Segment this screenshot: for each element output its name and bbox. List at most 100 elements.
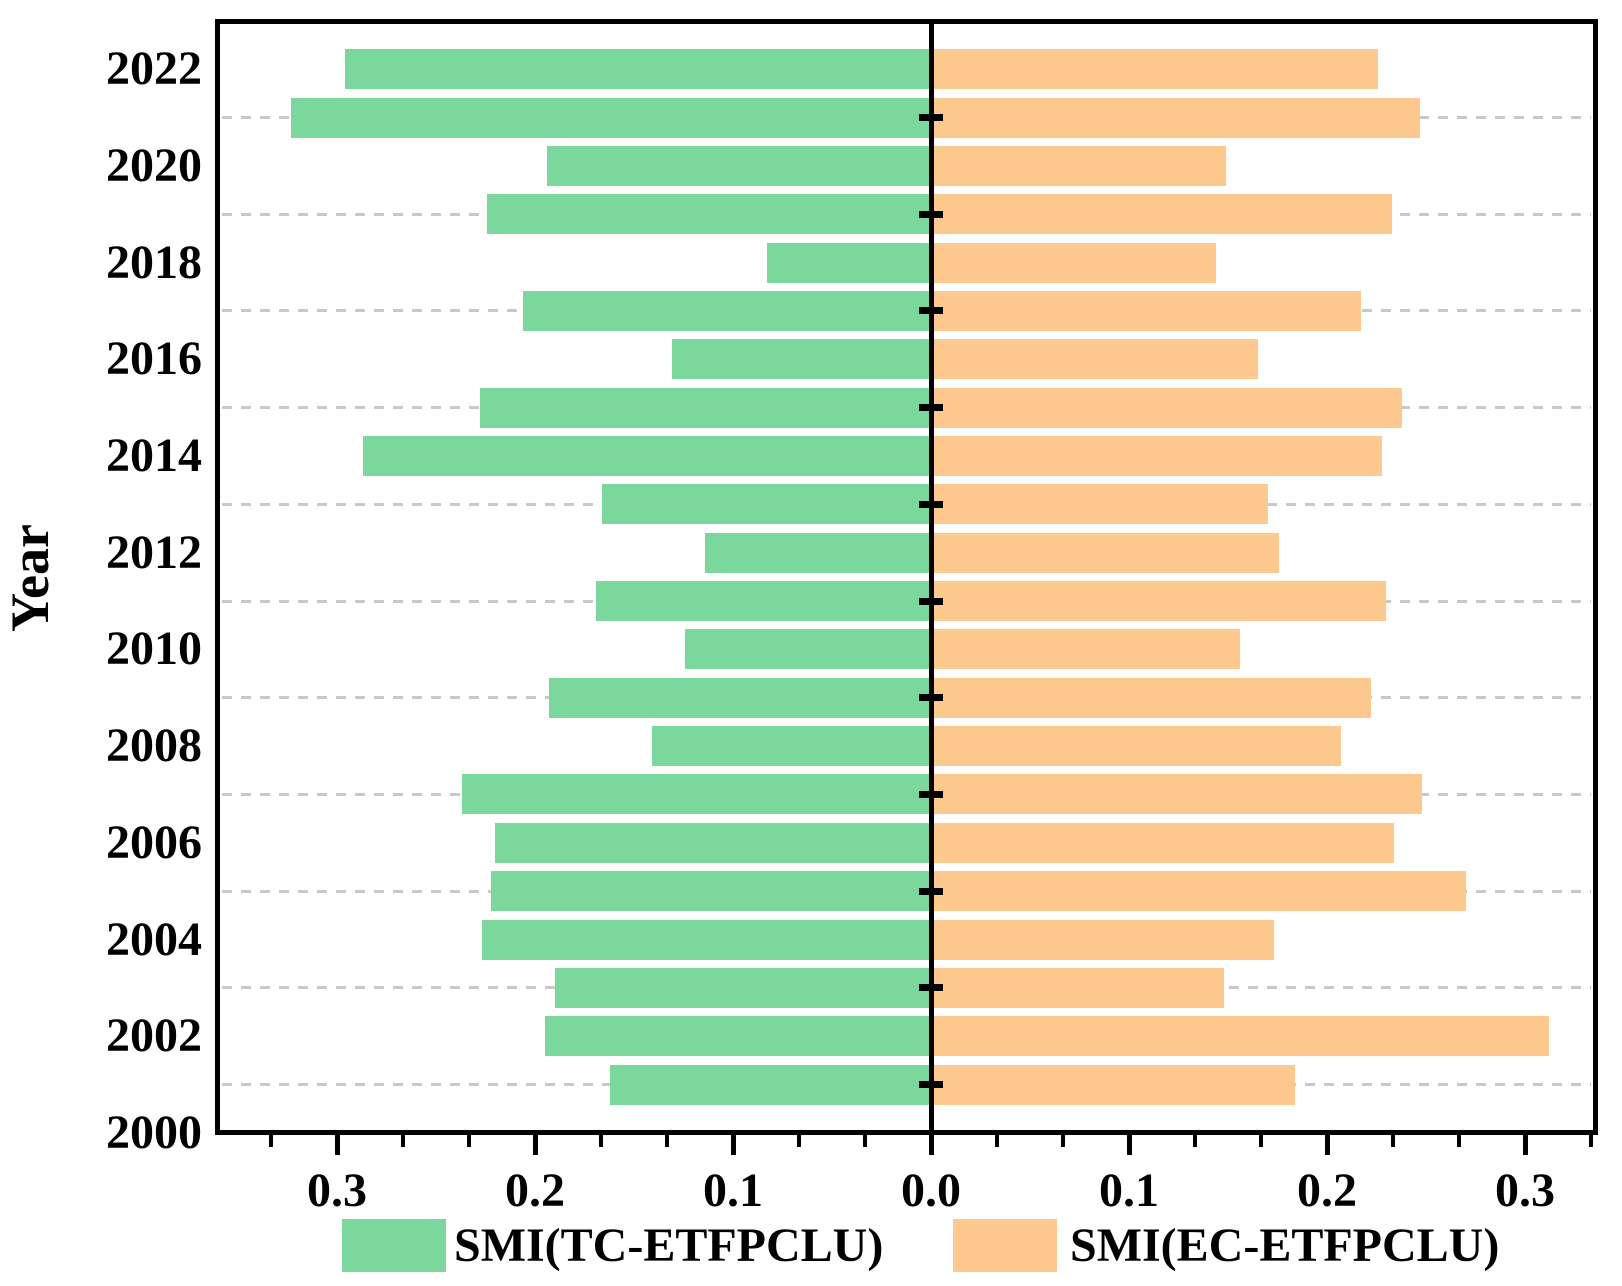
bar-smi-ec-2020 (931, 145, 1227, 186)
bar-smi-ec-2017 (931, 290, 1361, 331)
bar-smi-ec-2006 (931, 822, 1395, 863)
bar-smi-tc-2016 (671, 339, 931, 380)
x-tick-label-2: 0.1 (703, 1164, 763, 1217)
x-tick-minor (467, 1135, 471, 1147)
center-axis-tick-2007 (919, 790, 943, 798)
bar-smi-ec-2018 (931, 242, 1217, 283)
x-tick-label-1: 0.2 (505, 1164, 565, 1217)
center-axis-tick-2003 (919, 984, 943, 992)
x-tick-major (1324, 1135, 1330, 1155)
bar-smi-tc-2002 (544, 1016, 931, 1057)
x-tick-major (532, 1135, 538, 1155)
bar-smi-ec-2001 (931, 1064, 1296, 1105)
bar-smi-ec-2007 (931, 774, 1423, 815)
center-axis-tick-2021 (919, 114, 943, 122)
bar-smi-ec-2002 (931, 1016, 1549, 1057)
x-tick-major (334, 1135, 340, 1155)
x-tick-minor (1391, 1135, 1395, 1147)
x-tick-minor (269, 1135, 273, 1147)
center-axis-tick-2017 (919, 307, 943, 315)
x-tick-major (1126, 1135, 1132, 1155)
center-axis-tick-2005 (919, 887, 943, 895)
x-tick-minor (401, 1135, 405, 1147)
bar-smi-tc-2015 (479, 387, 931, 428)
legend-swatch-smi-tc (342, 1219, 446, 1272)
x-tick-label-3: 0.0 (901, 1164, 961, 1217)
x-tick-minor (1061, 1135, 1065, 1147)
x-tick-minor (1193, 1135, 1197, 1147)
x-tick-major (1522, 1135, 1528, 1155)
bar-smi-tc-2011 (596, 581, 931, 622)
x-tick-minor (665, 1135, 669, 1147)
bar-smi-tc-2013 (602, 484, 931, 525)
x-tick-label-0: 0.3 (307, 1164, 367, 1217)
legend-label-smi-ec: SMI(EC-ETFPCLU) (1070, 1219, 1500, 1272)
bar-smi-tc-2021 (291, 97, 931, 138)
bar-smi-ec-2008 (931, 726, 1341, 767)
bar-smi-tc-2009 (548, 677, 931, 718)
bar-smi-ec-2022 (931, 49, 1379, 90)
center-axis-line (928, 24, 934, 1130)
x-tick-minor (1589, 1135, 1593, 1147)
x-tick-minor (863, 1135, 867, 1147)
bar-smi-ec-2005 (931, 871, 1466, 912)
x-tick-label-4: 0.1 (1099, 1164, 1159, 1217)
bar-smi-ec-2016 (931, 339, 1258, 380)
center-axis-tick-2001 (919, 1081, 943, 1089)
y-tick-label-2010: 2010 (106, 622, 202, 676)
x-tick-minor (1259, 1135, 1263, 1147)
x-tick-minor (1457, 1135, 1461, 1147)
x-tick-label-5: 0.2 (1297, 1164, 1357, 1217)
y-tick-label-2012: 2012 (106, 525, 202, 579)
bar-smi-tc-2008 (651, 726, 931, 767)
y-tick-label-2006: 2006 (106, 815, 202, 869)
bar-smi-ec-2012 (931, 532, 1280, 573)
center-axis-tick-2019 (919, 210, 943, 218)
center-axis-tick-2009 (919, 694, 943, 702)
center-axis-tick-2013 (919, 500, 943, 508)
bar-smi-ec-2013 (931, 484, 1268, 525)
bar-smi-ec-2021 (931, 97, 1421, 138)
bar-smi-tc-2012 (705, 532, 931, 573)
center-axis-tick-2015 (919, 404, 943, 412)
x-tick-minor (599, 1135, 603, 1147)
x-tick-minor (995, 1135, 999, 1147)
x-tick-label-6: 0.3 (1495, 1164, 1555, 1217)
legend-label-smi-tc: SMI(TC-ETFPCLU) (454, 1219, 884, 1272)
bar-smi-ec-2015 (931, 387, 1403, 428)
bar-smi-ec-2009 (931, 677, 1371, 718)
bar-smi-tc-2018 (766, 242, 931, 283)
y-tick-label-2000: 2000 (106, 1105, 202, 1159)
y-tick-label-2020: 2020 (106, 138, 202, 192)
bar-smi-tc-2022 (344, 49, 931, 90)
y-tick-label-2014: 2014 (106, 429, 202, 482)
y-tick-label-2008: 2008 (106, 719, 202, 773)
bar-smi-ec-2004 (931, 919, 1274, 960)
y-tick-label-2018: 2018 (106, 235, 202, 289)
x-tick-major (730, 1135, 736, 1155)
bar-smi-ec-2019 (931, 194, 1393, 235)
bar-smi-ec-2003 (931, 967, 1225, 1008)
bar-smi-tc-2017 (523, 290, 931, 331)
bar-smi-tc-2020 (546, 145, 931, 186)
bar-smi-ec-2014 (931, 436, 1383, 476)
y-tick-label-2002: 2002 (106, 1009, 202, 1063)
bar-smi-tc-2006 (495, 822, 931, 863)
bar-smi-tc-2005 (491, 871, 931, 912)
bar-smi-tc-2004 (481, 919, 931, 960)
bar-smi-tc-2019 (487, 194, 931, 235)
legend-swatch-smi-ec (953, 1219, 1057, 1272)
bar-smi-ec-2011 (931, 581, 1387, 622)
bar-smi-tc-2001 (610, 1064, 931, 1105)
bar-smi-tc-2014 (362, 436, 931, 476)
y-tick-label-2022: 2022 (106, 42, 202, 96)
y-tick-label-2004: 2004 (106, 912, 202, 966)
center-axis-tick-2011 (919, 597, 943, 605)
bar-smi-tc-2007 (461, 774, 931, 815)
y-tick-label-2016: 2016 (106, 332, 202, 386)
bar-smi-tc-2003 (554, 967, 931, 1008)
bar-smi-ec-2010 (931, 629, 1240, 670)
bar-smi-tc-2010 (685, 629, 931, 670)
x-tick-major (928, 1135, 934, 1155)
